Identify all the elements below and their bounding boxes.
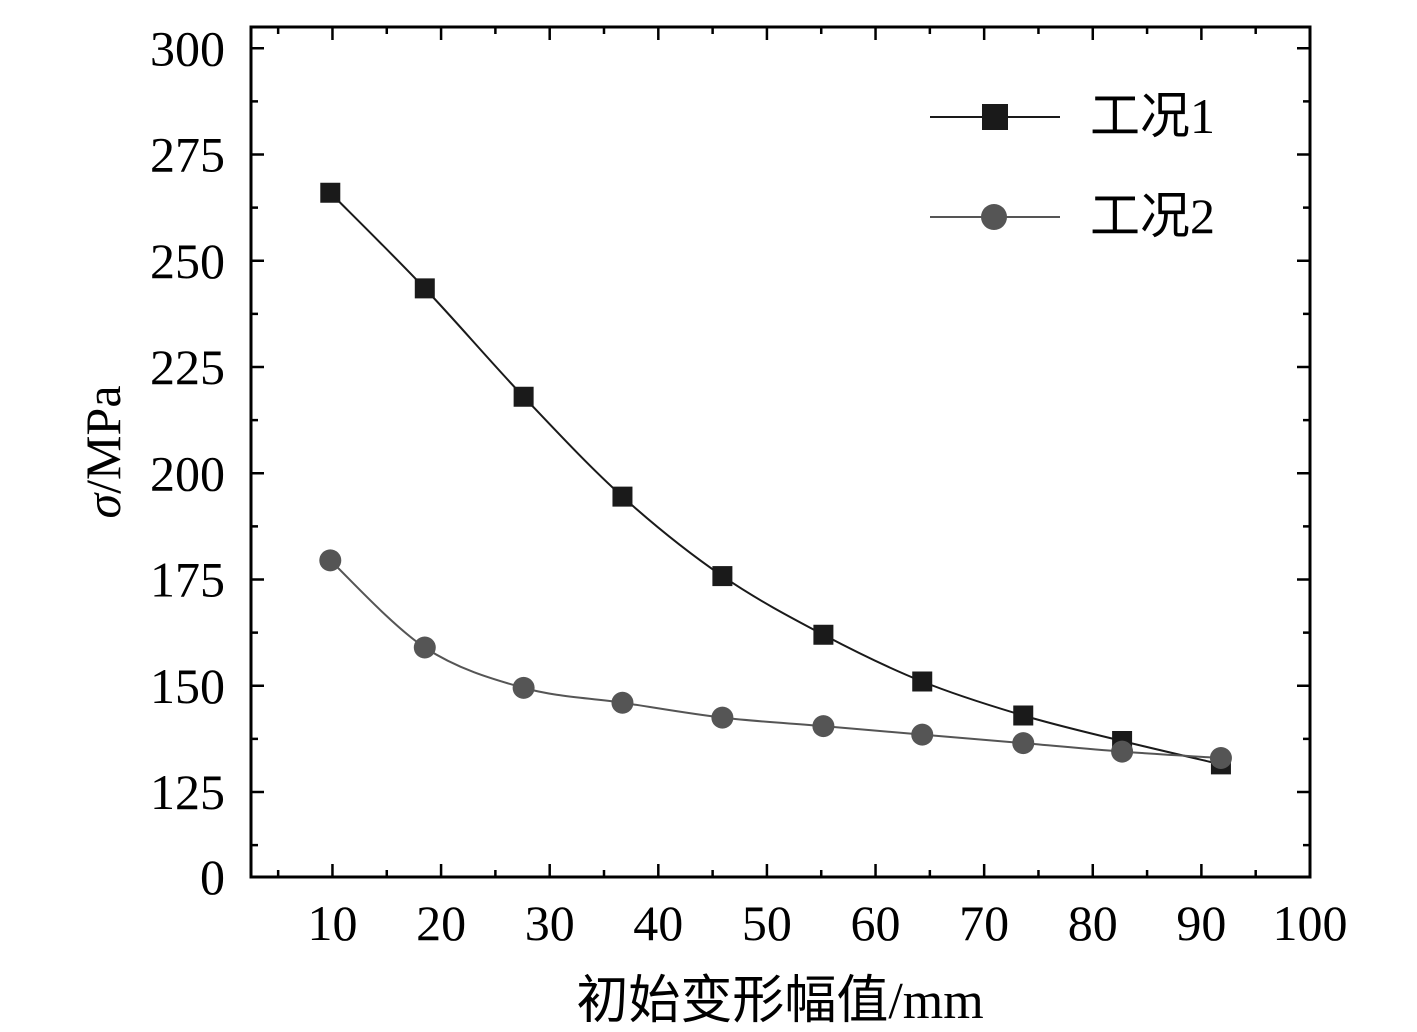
y-tick-label: 250: [150, 233, 225, 289]
y-tick-label: 300: [150, 20, 225, 76]
y-tick-label: 150: [150, 658, 225, 714]
y-tick-label: 0: [200, 849, 225, 905]
y-tick-label: 125: [150, 764, 225, 820]
data-point-square: [414, 278, 435, 299]
data-point-square: [612, 486, 633, 507]
x-tick-label: 90: [1176, 895, 1226, 951]
y-tick-label: 225: [150, 339, 225, 395]
data-point-square: [813, 624, 834, 645]
legend-entry-series-2: 工况2: [930, 188, 1215, 244]
x-tick-label: 10: [307, 895, 357, 951]
data-point-circle: [711, 706, 734, 729]
x-tick-label: 20: [416, 895, 466, 951]
legend-entry-series-1: 工况1: [930, 88, 1215, 144]
y-tick-label: 200: [150, 445, 225, 501]
x-tick-label: 70: [959, 895, 1009, 951]
series-line-1: [329, 192, 1222, 766]
y-axis-unit: /MPa: [75, 385, 131, 493]
x-tick-label: 30: [525, 895, 575, 951]
data-point-square: [712, 566, 733, 587]
y-tick-label: 275: [150, 127, 225, 183]
series-line-2: [329, 559, 1222, 759]
data-point-circle: [512, 676, 535, 699]
y-axis-label: σ/MPa: [75, 385, 131, 518]
data-point-square: [912, 671, 933, 692]
x-tick-label: 40: [633, 895, 683, 951]
data-point-square: [513, 386, 534, 407]
series-layer: [319, 182, 1232, 775]
data-point-square: [1013, 705, 1034, 726]
x-axis-label: 初始变形幅值/mm: [576, 973, 983, 1030]
data-point-circle: [413, 636, 436, 659]
x-tick-label: 50: [742, 895, 792, 951]
x-tick-label: 60: [851, 895, 901, 951]
y-tick-label: 175: [150, 552, 225, 608]
tick-labels: 10 20 30 40 50 60 70 80 90 100 0 125 150 175 200 225 250…: [150, 20, 1348, 951]
legend-label-series-1: 工况1: [1090, 88, 1215, 144]
y-axis-symbol: σ: [75, 492, 131, 519]
data-point-circle: [812, 715, 835, 738]
data-point-circle: [911, 723, 934, 746]
data-point-circle: [1111, 740, 1134, 763]
data-point-circle: [611, 691, 634, 714]
data-point-circle: [1012, 732, 1035, 755]
legend-marker-square-icon: [982, 104, 1008, 130]
data-point-circle: [319, 549, 342, 572]
plot-frame: [249, 25, 1312, 879]
x-tick-label: 80: [1068, 895, 1118, 951]
axis-ticks: [251, 27, 1312, 877]
legend-label-series-2: 工况2: [1090, 188, 1215, 244]
data-point-circle: [1209, 747, 1232, 769]
legend-marker-circle-icon: [981, 204, 1007, 230]
data-point-square: [320, 182, 341, 203]
legend: 工况1 工况2: [930, 88, 1215, 244]
x-tick-label: 100: [1273, 895, 1348, 951]
